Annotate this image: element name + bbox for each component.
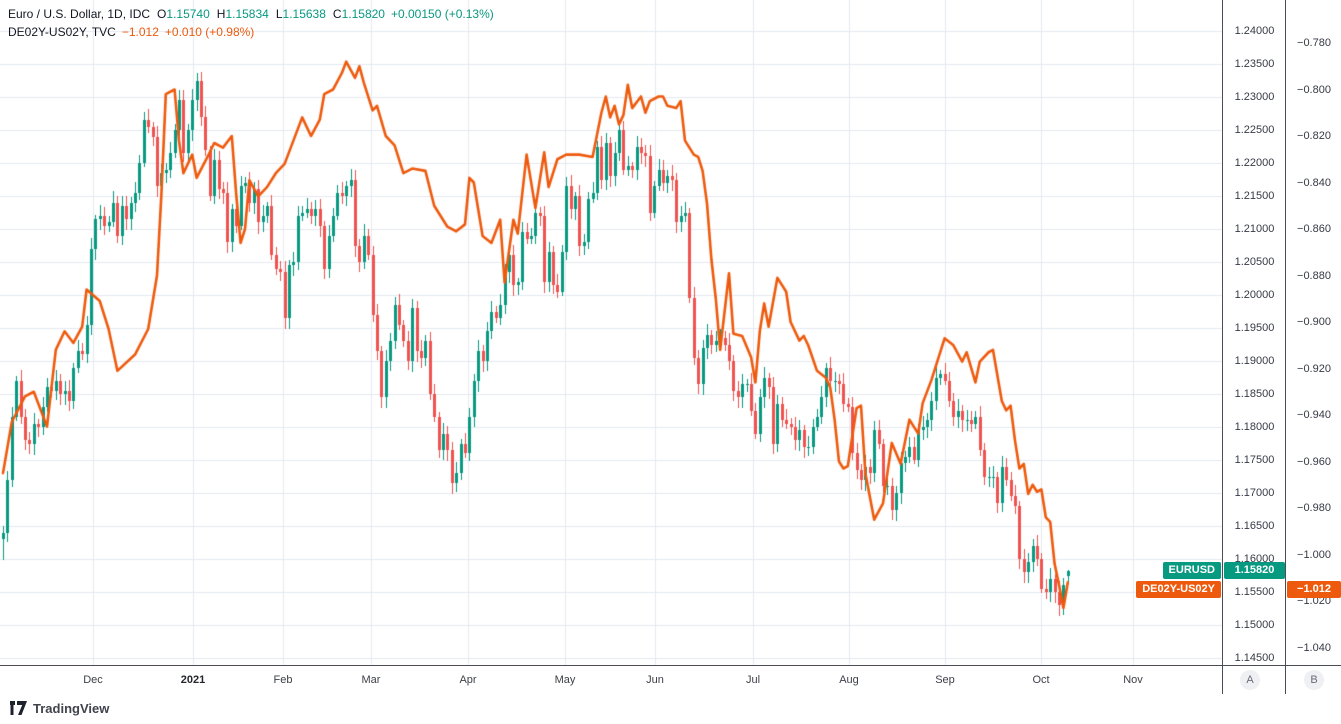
price-tick-label-a: 1.15500 [1234, 586, 1275, 598]
price-tick-label-b: −0.800 [1297, 84, 1331, 96]
price-tick-label-a: 1.15000 [1234, 619, 1275, 631]
price-tick-label-a: 1.14500 [1234, 652, 1275, 664]
time-tick-label: Dec [83, 674, 103, 686]
axis-b-button[interactable]: B [1304, 670, 1324, 690]
close-label: C [332, 7, 342, 21]
price-tick-label-a: 1.21000 [1234, 223, 1275, 235]
price-tick-label-b: −0.780 [1297, 37, 1331, 49]
price-tick-label-b: −0.880 [1297, 270, 1331, 282]
price-tick-label-b: −1.020 [1297, 595, 1331, 607]
price-tick-label-a: 1.20000 [1234, 289, 1275, 301]
chart-legend: Euro / U.S. Dollar, 1D, IDC O1.15740 H1.15… [8, 5, 494, 41]
legend-main-series[interactable]: Euro / U.S. Dollar, 1D, IDC O1.15740 H1.15… [8, 5, 494, 23]
spread-price-tag: −1.012 [1287, 581, 1341, 598]
time-tick-label: Jun [646, 674, 664, 686]
spread-price-tag-value: −1.012 [1297, 583, 1331, 595]
high-value: 1.15834 [225, 7, 269, 21]
price-tick-label-b: −0.820 [1297, 130, 1331, 142]
tradingview-logo-text: TradingView [33, 700, 110, 716]
price-tick-label-b: −0.940 [1297, 409, 1331, 421]
time-tick-label: Aug [839, 674, 859, 686]
compare-last-value: −1.012 [121, 25, 159, 39]
price-tick-label-a: 1.18000 [1234, 421, 1275, 433]
time-tick-label: Apr [459, 674, 477, 686]
price-tick-label-b: −0.860 [1297, 223, 1331, 235]
price-tick-label-b: −0.920 [1297, 363, 1331, 375]
axis-a-button[interactable]: A [1240, 670, 1260, 690]
spread-series-label-text: DE02Y-US02Y [1142, 583, 1215, 595]
price-tick-label-a: 1.23500 [1234, 58, 1275, 70]
time-tick-label: Feb [273, 674, 293, 686]
time-axis[interactable]: A B Dec 2021 Feb Mar Apr May Jun Jul Aug Sep Oct No… [0, 665, 1341, 695]
main-change-value: +0.00150 (+0.13%) [390, 7, 494, 21]
tradingview-logo[interactable]: TradingView [9, 700, 109, 716]
legend-compare-series[interactable]: DE02Y-US02Y, TVC −1.012 +0.010 (+0.98%) [8, 23, 494, 41]
eurusd-series-label: EURUSD [1162, 562, 1221, 579]
price-tick-label-b: −0.840 [1297, 177, 1331, 189]
price-chart-canvas[interactable] [0, 0, 1222, 665]
price-tick-label-a: 1.16500 [1234, 520, 1275, 532]
price-tick-label-a: 1.20500 [1234, 256, 1275, 268]
close-value: 1.15820 [341, 7, 385, 21]
price-axis-a[interactable]: 1.15820 1.24000 1.23500 1.23000 1.22500 1.22… [1222, 0, 1286, 665]
price-tick-label-a: 1.19000 [1234, 355, 1275, 367]
tradingview-logo-icon [10, 701, 27, 715]
spread-series-label: DE02Y-US02Y [1136, 581, 1221, 598]
time-tick-label: Sep [935, 674, 955, 686]
price-tick-label-b: −1.040 [1297, 642, 1331, 654]
price-tick-label-a: 1.17000 [1234, 487, 1275, 499]
open-value: 1.15740 [166, 7, 210, 21]
price-axis-b[interactable]: −1.012 −0.760 −0.780 −0.800 −0.820 −0.840 −0.… [1285, 0, 1341, 665]
price-tick-label-a: 1.19500 [1234, 322, 1275, 334]
price-tick-label-b: −1.000 [1297, 549, 1331, 561]
price-tick-label-a: 1.18500 [1234, 388, 1275, 400]
time-tick-label: Nov [1123, 674, 1143, 686]
compare-symbol-title: DE02Y-US02Y, TVC [8, 25, 116, 39]
chart-plot-area[interactable]: Euro / U.S. Dollar, 1D, IDC O1.15740 H1.15… [0, 0, 1222, 665]
eurusd-price-tag: 1.15820 [1224, 562, 1285, 579]
price-tick-label-a: 1.24000 [1234, 25, 1275, 37]
time-tick-label: May [554, 674, 576, 686]
time-tick-label: Mar [361, 674, 381, 686]
price-tick-label-b: −0.980 [1297, 502, 1331, 514]
price-tick-label-a: 1.22500 [1234, 124, 1275, 136]
price-tick-label-b: −0.960 [1297, 456, 1331, 468]
low-value: 1.15638 [282, 7, 326, 21]
footer-bar: TradingView [0, 694, 1341, 724]
low-label: L [275, 7, 283, 21]
price-tick-label-b: −0.900 [1297, 316, 1331, 328]
high-label: H [216, 7, 226, 21]
price-tick-label-a: 1.17500 [1234, 454, 1275, 466]
open-label: O [157, 7, 167, 21]
compare-change-value: +0.010 (+0.98%) [164, 25, 255, 39]
price-tick-label-a: 1.22000 [1234, 157, 1275, 169]
main-symbol-title: Euro / U.S. Dollar, 1D, IDC [8, 7, 151, 21]
time-tick-label: Jul [745, 674, 761, 686]
axis-separator [1285, 666, 1286, 694]
eurusd-price-tag-value: 1.15820 [1234, 564, 1275, 576]
time-tick-label: Oct [1032, 674, 1050, 686]
time-tick-label: 2021 [180, 674, 206, 686]
eurusd-series-label-text: EURUSD [1168, 564, 1215, 576]
price-tick-label-a: 1.23000 [1234, 91, 1275, 103]
price-tick-label-a: 1.21500 [1234, 190, 1275, 202]
price-tick-label-b: −0.760 [1286, 0, 1341, 3]
axis-separator [1222, 666, 1223, 694]
